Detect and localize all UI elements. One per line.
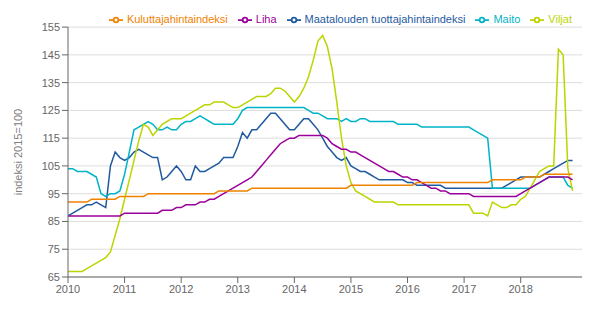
svg-text:75: 75: [48, 243, 60, 255]
html-text:Kuluttajahintaindeksi: Kuluttajahintaindeksi: [126, 13, 228, 25]
svg-text:105: 105: [42, 160, 60, 172]
svg-text:2017: 2017: [452, 283, 476, 295]
svg-text:155: 155: [42, 21, 60, 33]
html-text:Viljat: Viljat: [548, 13, 572, 25]
svg-text:95: 95: [48, 188, 60, 200]
svg-text:2012: 2012: [169, 283, 193, 295]
svg-text:145: 145: [42, 49, 60, 61]
svg-text:115: 115: [42, 132, 60, 144]
svg-text:65: 65: [48, 271, 60, 283]
html-text:Liha: Liha: [255, 13, 277, 25]
svg-text:85: 85: [48, 215, 60, 227]
svg-text:2010: 2010: [56, 283, 80, 295]
svg-text:2016: 2016: [395, 283, 419, 295]
svg-text:2015: 2015: [339, 283, 363, 295]
svg-text:125: 125: [42, 104, 60, 116]
html-text:Maatalouden tuottajahintaindek: Maatalouden tuottajahintaindeksi: [304, 13, 466, 25]
html-text:Maito: Maito: [493, 13, 521, 25]
svg-text:2018: 2018: [508, 283, 532, 295]
svg-text:2011: 2011: [113, 283, 137, 295]
svg-text:2013: 2013: [226, 283, 250, 295]
svg-text:indeksi 2015=100: indeksi 2015=100: [12, 109, 24, 196]
svg-text:2014: 2014: [282, 283, 306, 295]
svg-text:135: 135: [42, 77, 60, 89]
